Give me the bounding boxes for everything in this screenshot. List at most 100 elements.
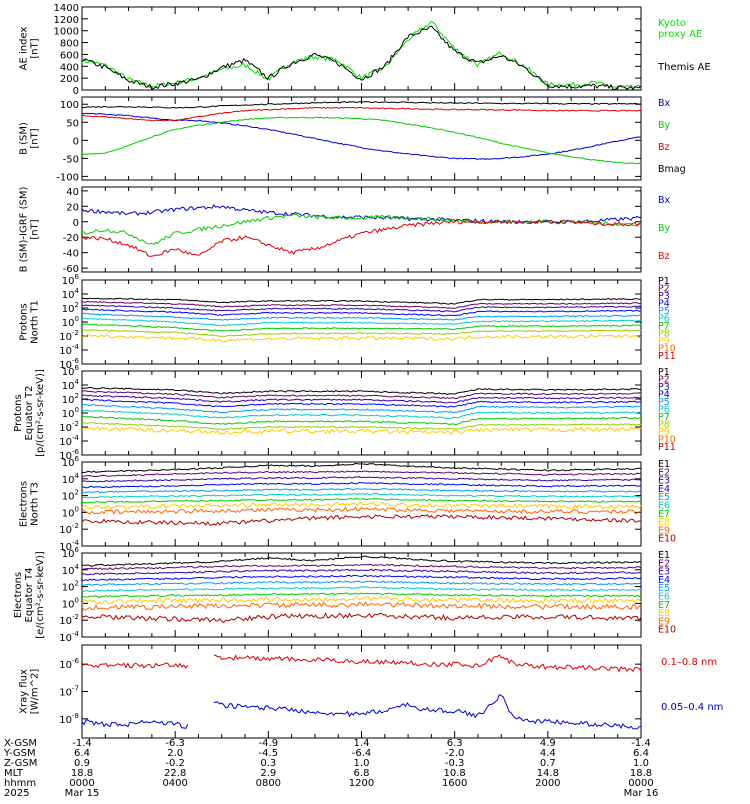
series-line-xray-00504nm [81,694,642,730]
legend-electrons-equator: E2 [658,558,670,569]
y-tick-label-en: 106 [62,455,80,469]
y-tick-label-dbsm: -40 [63,249,79,260]
legend-kyoto: Kyoto [658,18,686,29]
ephemeris-value: 6.4 [74,748,90,759]
y-tick-label-pn: 100 [62,315,79,329]
y-tick-label-pe: 104 [62,378,80,392]
y-tick-label-pe: 106 [62,364,80,378]
y-axis-label-pe: Protons [13,394,24,431]
ephemeris-value: 1600 [442,778,467,789]
y-tick-label-bsm: 50 [66,118,79,129]
series-line-en-e2 [81,470,642,478]
y-tick-label-en: 10-4 [59,539,79,553]
series-line-en-e1 [81,462,642,474]
legend-protons-north: P4 [658,299,670,310]
y-axis-label-xray: Xray flux [19,669,30,714]
legend-bsm: Bz [658,142,670,153]
series-line-pe-p2 [81,390,642,400]
ephemeris-value: 14.8 [537,768,559,779]
ephemeris-row-label: Z-GSM [4,758,37,769]
ephemeris-value: 1.0 [354,758,370,769]
y-tick-label-ee: 100 [62,596,79,610]
ephemeris-value: 1200 [349,778,374,789]
y-tick-label-pe: 10-6 [59,448,79,462]
legend-bsm: By [658,120,671,131]
y-tick-label-ae: 1000 [54,27,79,38]
ephemeris-row-label: Y-GSM [3,748,36,759]
legend-bsm: Bx [658,98,671,109]
legend-electrons-north: E5 [658,492,670,503]
legend-protons-equator: P8 [658,420,670,431]
ephemeris-value: 1.4 [354,738,370,749]
y-tick-label-en: 102 [62,489,79,503]
legend-protons-equator: P10 [658,435,676,446]
ephemeris-value: Mar 16 [624,788,659,799]
series-line-pe-p1 [81,386,642,396]
y-tick-label-dbsm: -20 [63,233,79,244]
legend-dbsm: By [658,223,671,234]
y-tick-label-xray: 10-7 [59,685,79,699]
series-line-pe-p6 [81,409,642,419]
series-line-xray-0108nm [81,654,642,673]
legend-xray-long: 0.1–0.8 nm [661,657,717,668]
series-line-bsm-bz [81,106,642,122]
y-axis-label-en: North T3 [30,482,41,526]
legend-electrons-equator: E4 [658,575,670,586]
legend-protons-north: P8 [658,329,670,340]
y-tick-label-ee: 102 [62,580,79,594]
ephemeris-value: -0.3 [445,758,465,769]
legend-electrons-equator: E1 [658,550,670,561]
legend-dbsm: Bx [658,195,671,206]
ephemeris-value: 10.8 [444,768,466,779]
legend-protons-equator: P9 [658,427,670,438]
ephemeris-value: 1.0 [633,758,649,769]
legend-electrons-north: E3 [658,476,670,487]
legend-electrons-north: E4 [658,484,670,495]
y-tick-label-ee: 10-2 [59,613,79,627]
series-line-ae-themisae [81,25,642,91]
series-line-en-e5 [81,488,642,494]
ephemeris-value: 4.4 [540,748,556,759]
legend-electrons-equator: E8 [658,608,670,619]
y-axis-label-pn: North T1 [30,300,41,344]
y-tick-label-en: 10-2 [59,522,79,536]
y-tick-label-pn: 102 [62,301,79,315]
series-line-en-e9 [81,506,642,515]
series-line-en-e8 [81,501,642,510]
legend-electrons-equator: E7 [658,600,670,611]
legend-protons-north: P6 [658,314,670,325]
ephemeris-value: 18.8 [630,768,652,779]
y-tick-label-pn: 106 [62,273,80,287]
legend-protons-north: P10 [658,344,676,355]
series-line-en-e7 [81,498,642,504]
legend-electrons-equator: E9 [658,616,670,627]
series-line-ee-e5 [81,580,642,586]
y-axis-label-ee: Electrons [13,572,24,618]
y-tick-label-bsm: -50 [63,154,79,165]
ephemeris-value: -2.0 [445,748,465,759]
legend-protons-equator: P5 [658,397,670,408]
y-tick-label-pe: 10-2 [59,420,79,434]
legend-themis-ae: Themis AE [657,62,711,73]
y-tick-label-bsm: 0 [73,136,79,147]
series-line-dbsm-by [81,213,642,246]
ephemeris-value: 18.8 [71,768,93,779]
legend-protons-north: P5 [658,306,670,317]
y-tick-label-dbsm: 0 [73,218,79,229]
legend-electrons-north: E8 [658,517,670,528]
series-line-ee-e7 [81,592,642,598]
y-tick-label-ae: 0 [73,86,79,97]
y-axis-label-ae: [nT] [30,38,41,58]
y-tick-label-en: 100 [62,505,79,519]
series-line-ee-e3 [81,568,642,576]
legend-electrons-north: E2 [658,467,670,478]
ephemeris-value: 0800 [256,778,281,789]
ephemeris-value: 0000 [69,778,94,789]
series-line-en-e6 [81,492,642,499]
legend-electrons-north: E1 [658,459,670,470]
legend-protons-equator: P11 [658,442,676,453]
y-tick-label-pe: 10-4 [59,434,79,448]
ephemeris-value: 4.9 [540,738,556,749]
panel-frame-dbsm [81,186,642,273]
series-line-pn-p8 [81,328,642,337]
